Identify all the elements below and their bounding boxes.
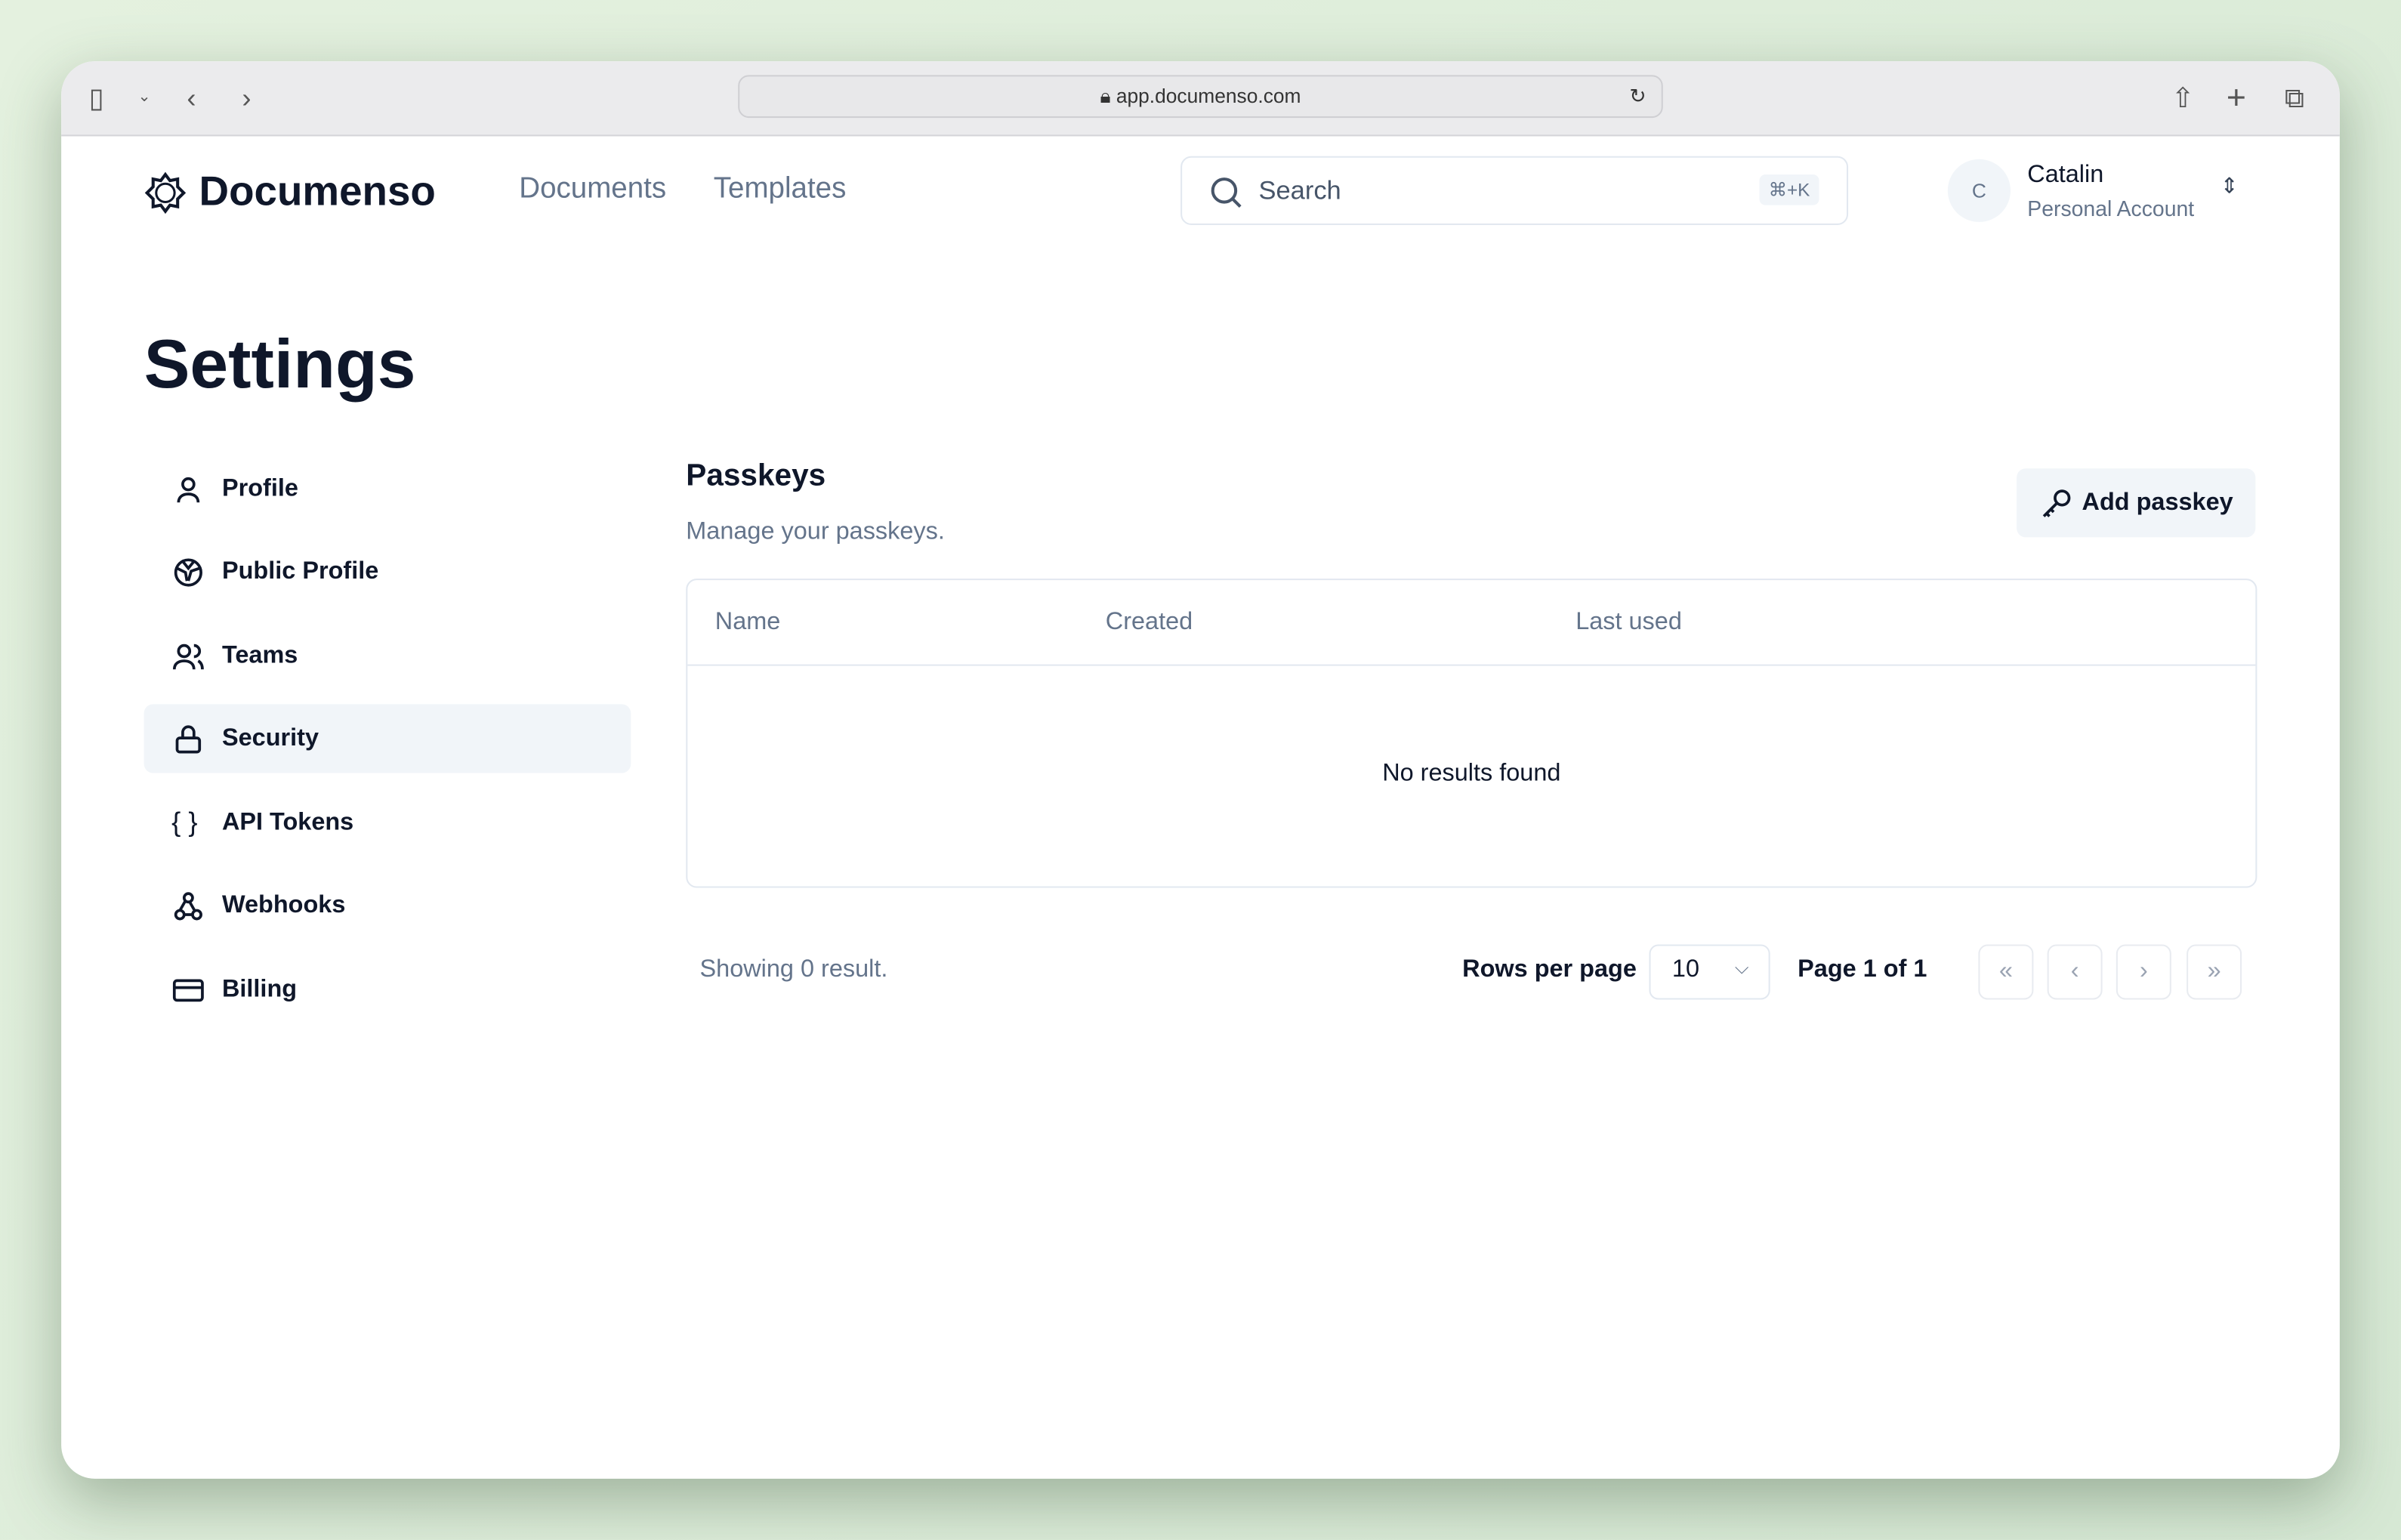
users-icon	[172, 643, 204, 669]
tabs-overview-icon[interactable]: ⧉	[2284, 82, 2304, 113]
column-header-name: Name	[714, 609, 781, 636]
empty-state: No results found	[1382, 761, 1561, 787]
account-switcher[interactable]: C Catalin Personal Account ⇕	[1947, 158, 2254, 225]
column-header-last-used: Last used	[1575, 609, 1682, 636]
search-icon	[1211, 177, 1242, 208]
globe-icon	[174, 557, 202, 586]
lock-icon: 🔒︎	[1100, 84, 1116, 107]
section-subtitle: Manage your passkeys.	[686, 519, 945, 545]
browser-window: ▯ ⌄ ‹ › 🔒︎ app.documenso.com ↻ ⇧ + ⧉ Docu…	[61, 61, 2340, 1479]
browser-toolbar: ▯ ⌄ ‹ › 🔒︎ app.documenso.com ↻ ⇧ + ⧉	[61, 61, 2340, 137]
sidebar-toggle-icon[interactable]: ▯	[88, 82, 104, 113]
share-icon[interactable]: ⇧	[2171, 82, 2195, 113]
rows-per-page-select[interactable]: 10 ⌵	[1649, 944, 1770, 1000]
avatar: C	[1947, 159, 2011, 222]
first-page-button[interactable]: «	[1978, 944, 2034, 1000]
sidebar-item-label: Webhooks	[221, 891, 346, 918]
chevrons-up-down-icon: ⇕	[2220, 173, 2239, 198]
header-divider	[687, 664, 2256, 666]
brand-name: Documenso	[199, 168, 436, 214]
sidebar-item-label: Profile	[221, 475, 298, 502]
sidebar-item-label: Teams	[221, 642, 298, 668]
add-passkey-button[interactable]: Add passkey	[2017, 468, 2256, 538]
reload-icon[interactable]: ↻	[1629, 84, 1646, 107]
search-input[interactable]: Search ⌘+K	[1180, 156, 1849, 225]
sidebar-item-billing[interactable]: Billing	[144, 955, 631, 1024]
chevron-down-icon: ⌵	[1734, 956, 1749, 979]
user-name: Catalin	[2027, 162, 2104, 189]
nav-documents[interactable]: Documents	[519, 173, 667, 205]
chevron-down-icon[interactable]: ⌄	[137, 88, 151, 106]
forward-icon[interactable]: ›	[242, 82, 252, 113]
column-header-created: Created	[1105, 609, 1193, 636]
new-tab-icon[interactable]: +	[2226, 78, 2246, 117]
braces-icon: { }	[171, 807, 198, 838]
account-type: Personal Account	[2027, 196, 2195, 221]
last-page-button[interactable]: »	[2187, 944, 2242, 1000]
documenso-logo-icon	[144, 171, 187, 214]
page-title: Settings	[144, 324, 416, 403]
rows-per-page-label: Rows per page	[1462, 956, 1637, 983]
nav-templates[interactable]: Templates	[713, 173, 847, 205]
search-shortcut: ⌘+K	[1759, 174, 1819, 205]
address-bar[interactable]: 🔒︎ app.documenso.com ↻	[738, 75, 1663, 119]
back-icon[interactable]: ‹	[187, 82, 196, 113]
rows-per-page-value: 10	[1671, 956, 1700, 983]
sidebar-item-security[interactable]: Security	[144, 704, 631, 773]
sidebar-item-teams[interactable]: Teams	[144, 622, 631, 690]
passkeys-table: Name Created Last used No results found	[686, 579, 2257, 888]
sidebar-item-profile[interactable]: Profile	[144, 455, 631, 523]
sidebar-item-label: API Tokens	[221, 809, 354, 835]
result-count: Showing 0 result.	[699, 956, 888, 983]
url-text: app.documenso.com	[1116, 84, 1301, 107]
add-passkey-label: Add passkey	[2082, 489, 2233, 516]
previous-page-button[interactable]: ‹	[2047, 944, 2103, 1000]
sidebar-item-api-tokens[interactable]: { } API Tokens	[144, 789, 631, 857]
sidebar-item-public-profile[interactable]: Public Profile	[144, 537, 631, 606]
section-title: Passkeys	[686, 459, 826, 493]
page-indicator: Page 1 of 1	[1798, 956, 1927, 983]
lock-icon	[175, 724, 202, 753]
sidebar-item-webhooks[interactable]: Webhooks	[144, 871, 631, 940]
sidebar-item-label: Security	[221, 724, 319, 751]
search-placeholder: Search	[1258, 176, 1341, 205]
sidebar-item-label: Public Profile	[221, 557, 379, 585]
sidebar-item-label: Billing	[221, 976, 298, 1002]
key-icon	[2042, 489, 2070, 517]
user-icon	[177, 476, 200, 502]
logo[interactable]: Documenso	[144, 168, 436, 216]
credit-card-icon	[172, 978, 204, 1001]
webhook-icon	[174, 891, 202, 920]
next-page-button[interactable]: ›	[2116, 944, 2171, 1000]
